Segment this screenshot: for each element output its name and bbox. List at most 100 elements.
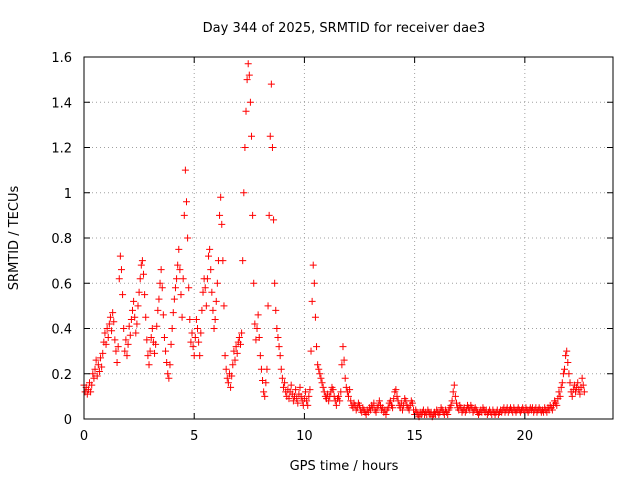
data-point (249, 211, 257, 219)
data-point (177, 291, 185, 299)
data-point (548, 406, 556, 414)
data-point (274, 334, 282, 342)
y-tick-label: 1.2 (51, 142, 72, 157)
data-point (316, 370, 324, 378)
data-point (202, 302, 210, 310)
data-point (87, 388, 95, 396)
data-point (121, 347, 129, 355)
data-point (213, 279, 221, 287)
data-point (279, 383, 287, 391)
data-point (211, 315, 219, 323)
data-point (304, 401, 312, 409)
data-point (170, 295, 178, 303)
data-point (138, 257, 146, 265)
data-point (217, 193, 225, 201)
data-point (124, 340, 132, 348)
data-point (319, 383, 327, 391)
data-point (194, 325, 202, 332)
data-point (192, 315, 200, 323)
data-point (281, 379, 289, 387)
data-point (152, 340, 160, 348)
data-point (106, 313, 114, 321)
data-point (266, 132, 274, 140)
data-point (336, 397, 344, 405)
data-point (167, 340, 175, 348)
data-point (246, 98, 254, 106)
data-point (450, 381, 458, 389)
data-point (245, 71, 253, 79)
data-point (156, 279, 164, 287)
data-point (262, 379, 270, 387)
data-point (335, 392, 343, 400)
data-point (199, 288, 207, 296)
data-point (382, 410, 390, 418)
x-tick-label: 10 (296, 429, 313, 444)
data-point (329, 386, 337, 394)
tick-labels-layer: 0 0.2 0.4 0.6 0.8 1 1.2 1.4 1.6 0 5 10 15 20 (51, 51, 533, 444)
chart-title: Day 344 of 2025, SRMTID for receiver dae… (203, 21, 486, 36)
data-point (293, 395, 301, 403)
data-point (178, 313, 186, 321)
data-point (221, 352, 229, 360)
data-point (101, 329, 109, 337)
data-point (206, 245, 214, 253)
y-tick-label: 0.8 (51, 232, 72, 247)
y-tick-label: 1.4 (51, 96, 72, 111)
data-point (184, 234, 192, 242)
data-point (236, 340, 244, 348)
data-point (255, 334, 263, 342)
data-point (209, 306, 217, 314)
data-point (176, 266, 184, 274)
data-point (143, 336, 151, 344)
data-point (147, 334, 155, 342)
data-point (104, 334, 112, 342)
data-point (141, 291, 149, 299)
data-point (186, 315, 194, 323)
data-point (228, 372, 236, 380)
data-point (210, 325, 218, 332)
data-point (162, 347, 170, 355)
data-point (224, 379, 232, 387)
data-point (137, 261, 145, 269)
data-point (339, 343, 347, 351)
data-point (203, 275, 211, 283)
data-point (277, 365, 285, 373)
data-point (272, 306, 280, 314)
data-point (235, 334, 243, 342)
data-point (302, 388, 310, 396)
data-point (579, 381, 587, 389)
data-point (553, 401, 561, 409)
data-point (155, 295, 163, 303)
data-point (122, 336, 130, 344)
data-point (110, 318, 118, 326)
grid-layer (84, 57, 613, 419)
data-point (165, 374, 173, 382)
data-point (317, 374, 325, 382)
data-point (250, 279, 258, 287)
data-point (392, 386, 400, 394)
data-point (285, 395, 293, 403)
data-point (109, 309, 117, 317)
data-point (447, 401, 455, 409)
data-point (229, 361, 237, 369)
data-point (108, 327, 116, 335)
data-point (113, 358, 121, 366)
data-point (580, 388, 588, 396)
data-point (564, 358, 572, 366)
data-point (296, 383, 304, 391)
ticks-layer (83, 56, 613, 420)
data-point (88, 381, 96, 389)
data-point (196, 352, 204, 360)
data-point (132, 329, 140, 337)
data-point (111, 336, 119, 344)
data-point (341, 374, 349, 382)
data-point (451, 392, 459, 400)
data-point (216, 211, 224, 219)
data-point (198, 306, 206, 314)
data-point (578, 374, 586, 382)
data-point (308, 297, 316, 305)
data-point (191, 334, 199, 342)
data-point (261, 392, 269, 400)
data-point (126, 331, 134, 339)
data-point (563, 347, 571, 355)
